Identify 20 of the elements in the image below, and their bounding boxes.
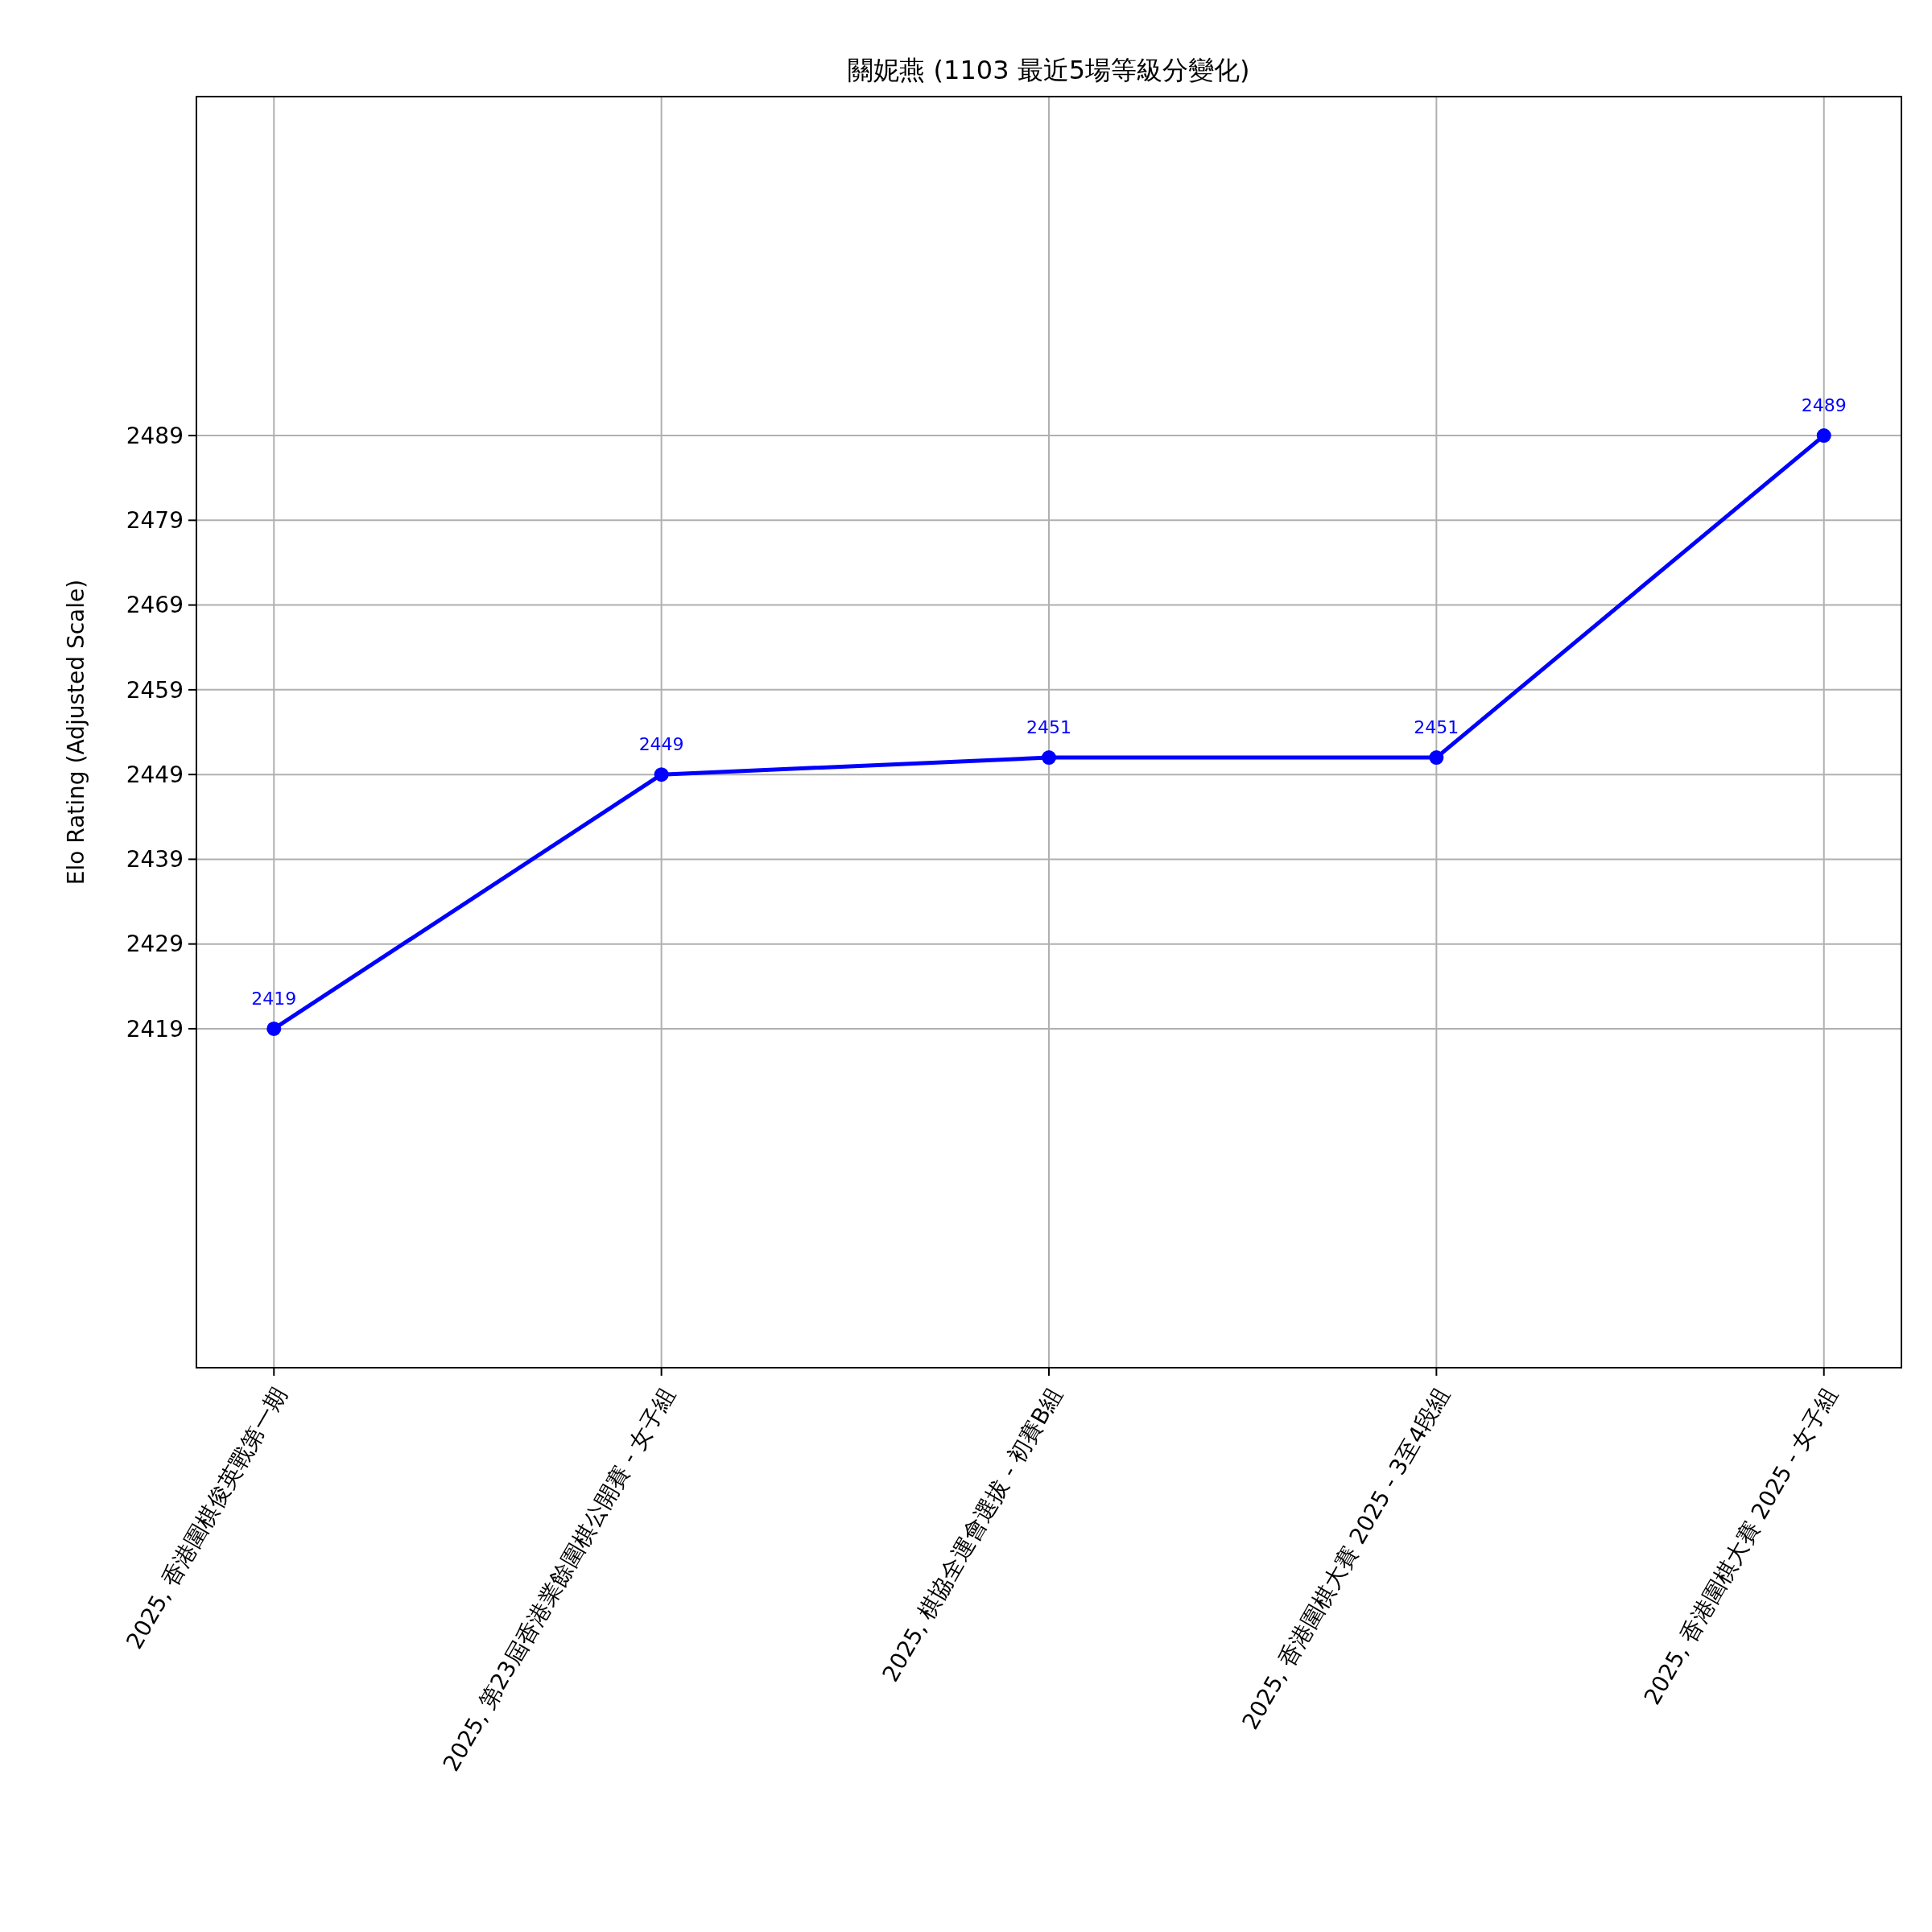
- data-label: 2451: [1026, 717, 1071, 738]
- data-label: 2419: [251, 988, 297, 1009]
- y-tick-label: 2439: [126, 846, 184, 873]
- y-tick-label: 2459: [126, 676, 184, 704]
- data-label: 2489: [1801, 395, 1847, 416]
- point: [1816, 428, 1831, 444]
- data-label: 2449: [638, 734, 684, 755]
- point: [1042, 750, 1056, 766]
- y-tick-label: 2469: [126, 592, 184, 619]
- y-tick-label: 2479: [126, 507, 184, 535]
- chart-title: 關妮燕 (1103 最近5場等級分變化): [848, 55, 1250, 85]
- point: [266, 1021, 282, 1036]
- y-axis-title: Elo Rating (Adjusted Scale): [63, 579, 89, 886]
- y-tick-label: 2449: [126, 761, 184, 788]
- y-tick-label: 2419: [126, 1015, 184, 1042]
- y-tick-label: 2429: [126, 931, 184, 958]
- point: [1429, 750, 1444, 766]
- point: [654, 767, 669, 782]
- y-tick-label: 2489: [126, 422, 184, 449]
- data-label: 2451: [1414, 717, 1459, 738]
